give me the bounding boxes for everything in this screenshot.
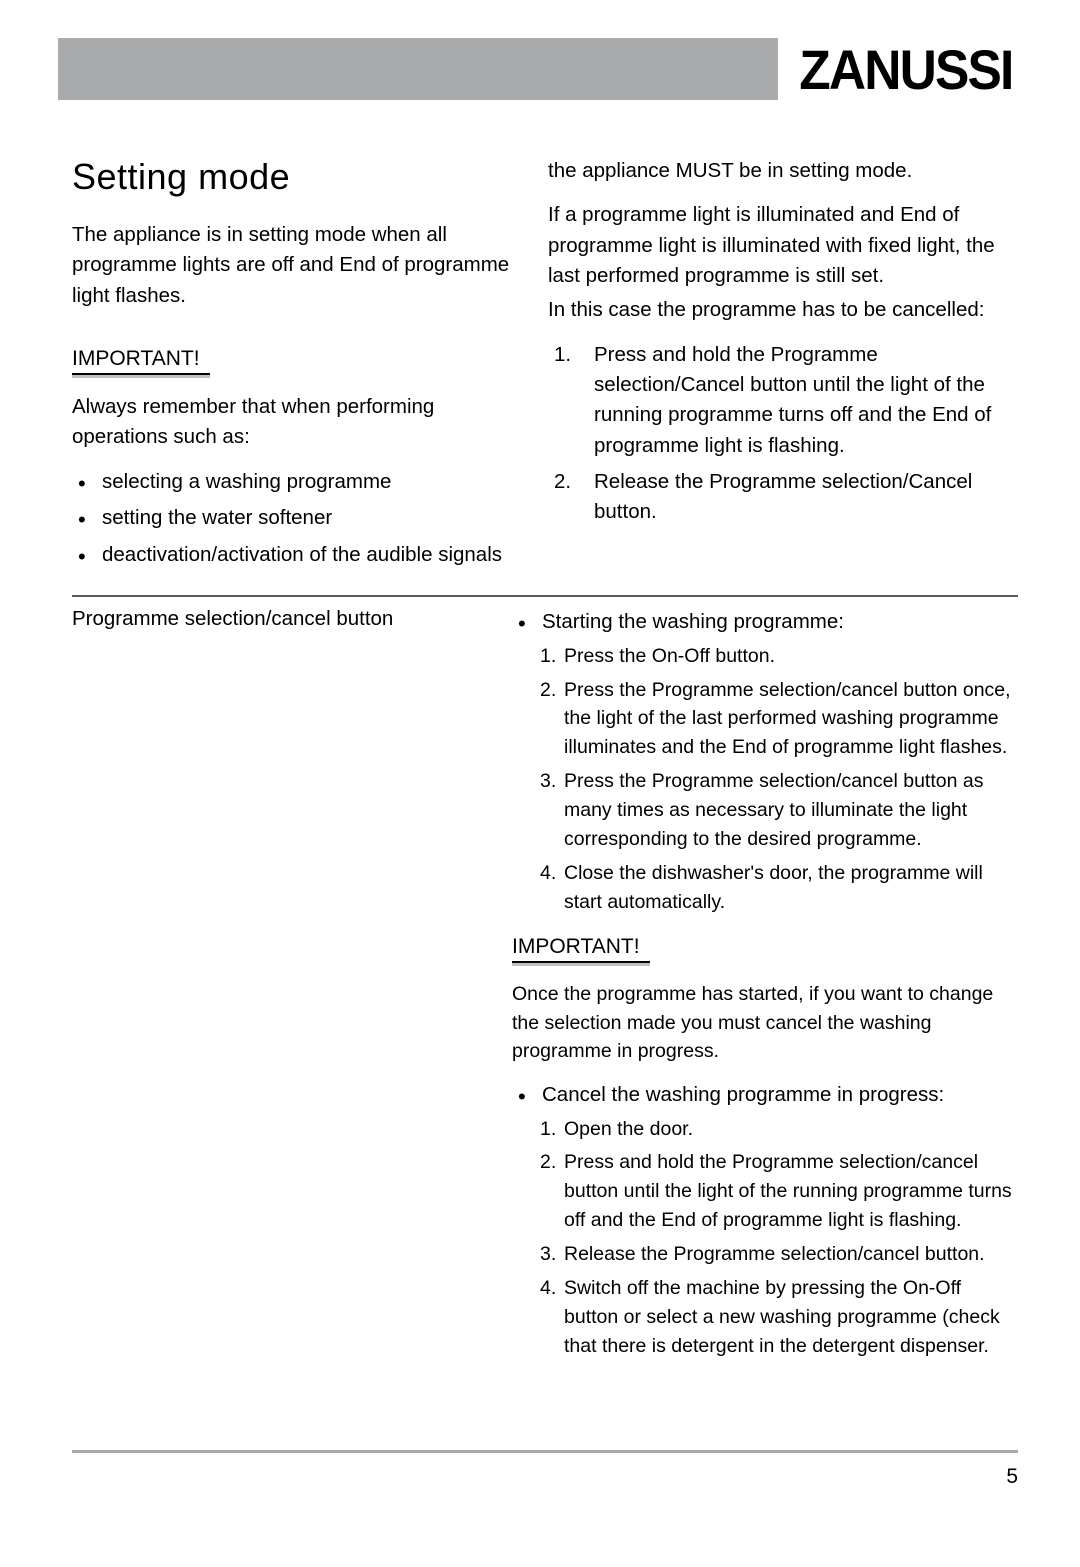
bullet-item: setting the water softener	[72, 503, 512, 534]
table-left-cell: Programme selection/cancel button	[72, 597, 504, 1376]
start-heading: Starting the washing programme:	[512, 607, 1018, 638]
step-item: Press and hold the Programme selection/c…	[512, 1148, 1018, 1235]
step-item: Press the Programme selection/cancel but…	[512, 676, 1018, 763]
start-steps: Press the On-Off button. Press the Progr…	[512, 642, 1018, 917]
intro-paragraph: The appliance is in setting mode when al…	[72, 220, 512, 311]
step-item: Press the Programme selection/cancel but…	[512, 767, 1018, 854]
important-bullets: selecting a washing programme setting th…	[72, 467, 512, 571]
right-p2: If a programme light is illuminated and …	[548, 200, 1018, 291]
step-item: Release the Programme selection/Cancel b…	[548, 467, 1018, 528]
right-p1: the appliance MUST be in setting mode.	[548, 156, 1018, 186]
important-underline	[72, 373, 210, 378]
step-item: Close the dishwasher's door, the program…	[512, 859, 1018, 917]
section-title: Setting mode	[72, 156, 512, 198]
table-important-label: IMPORTANT!	[512, 935, 640, 959]
table-right-cell: Starting the washing programme: Press th…	[504, 597, 1018, 1376]
important-label: IMPORTANT!	[72, 347, 200, 371]
manual-page: ZANUSSI Setting mode The appliance is in…	[0, 38, 1080, 1567]
page-number: 5	[1006, 1465, 1018, 1489]
cancel-steps: Open the door. Press and hold the Progra…	[512, 1115, 1018, 1361]
important-intro: Always remember that when performing ope…	[72, 392, 512, 453]
step-item: Release the Programme selection/cancel b…	[512, 1240, 1018, 1269]
content-columns: Setting mode The appliance is in setting…	[0, 100, 1080, 581]
step-item: Open the door.	[512, 1115, 1018, 1144]
table-left-heading: Programme selection/cancel button	[72, 607, 393, 630]
table-important-underline	[512, 961, 650, 966]
footer-line	[72, 1450, 1018, 1453]
right-column: the appliance MUST be in setting mode. I…	[548, 156, 1018, 581]
right-p3: In this case the programme has to be can…	[548, 295, 1018, 325]
bullet-item: deactivation/activation of the audible s…	[72, 540, 512, 571]
brand-logo: ZANUSSI	[778, 38, 1022, 100]
cancel-heading: Cancel the washing programme in progress…	[512, 1080, 1018, 1111]
left-column: Setting mode The appliance is in setting…	[72, 156, 512, 581]
header-bar: ZANUSSI	[58, 38, 1022, 100]
bullet-item: selecting a washing programme	[72, 467, 512, 498]
brand-text: ZANUSSI	[799, 37, 1012, 102]
table-important-text: Once the programme has started, if you w…	[512, 980, 1018, 1065]
step-item: Press and hold the Programme selection/C…	[548, 340, 1018, 461]
step-item: Switch off the machine by pressing the O…	[512, 1274, 1018, 1361]
cancel-setting-steps: Press and hold the Programme selection/C…	[548, 340, 1018, 528]
button-table: Programme selection/cancel button Starti…	[72, 595, 1018, 1376]
step-item: Press the On-Off button.	[512, 642, 1018, 671]
